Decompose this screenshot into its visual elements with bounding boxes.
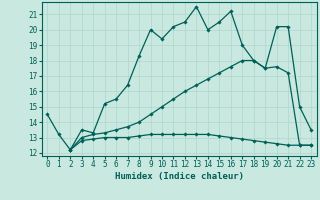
X-axis label: Humidex (Indice chaleur): Humidex (Indice chaleur) [115,172,244,181]
